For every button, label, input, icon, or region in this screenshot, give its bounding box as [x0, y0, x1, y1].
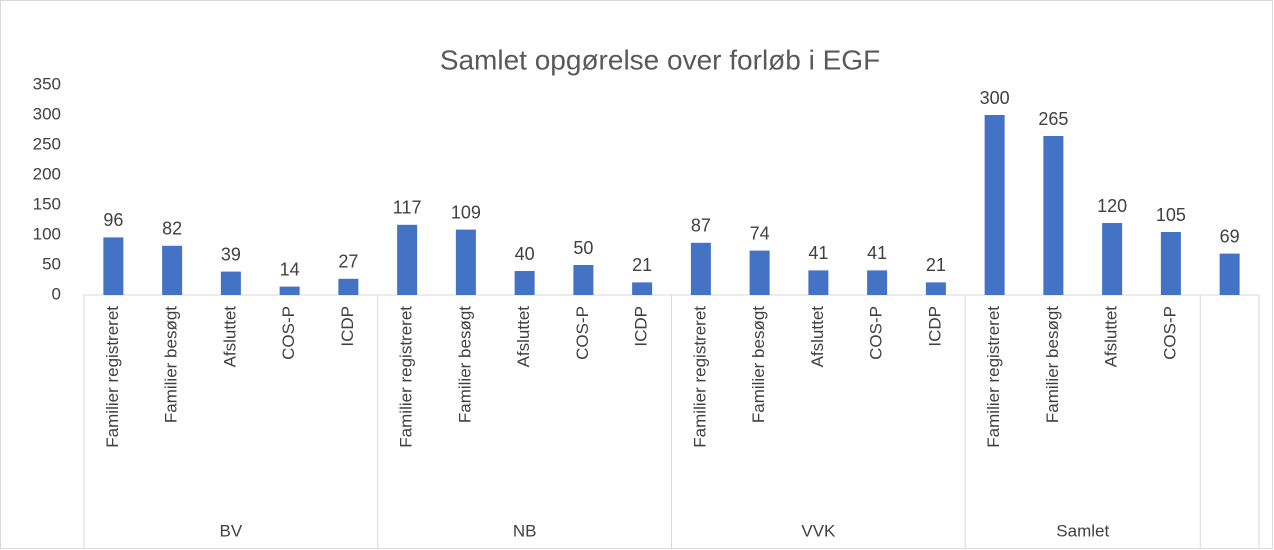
x-tick-label: Afsluttet	[1102, 306, 1121, 368]
y-tick-label: 300	[33, 104, 61, 123]
x-tick-label: Familier registreret	[690, 306, 709, 448]
group-label: VVK	[801, 521, 836, 540]
bar	[1160, 232, 1181, 295]
y-tick-label: 250	[33, 134, 61, 153]
data-label: 74	[750, 223, 770, 243]
data-label: 105	[1156, 205, 1186, 225]
data-label: 69	[1220, 226, 1240, 246]
data-label: 39	[221, 244, 241, 264]
x-tick-label: Familier registreret	[397, 306, 416, 448]
data-label: 50	[573, 238, 593, 258]
bar	[573, 265, 594, 295]
bar	[867, 270, 888, 295]
bar	[690, 242, 711, 295]
x-tick-label: Afsluttet	[514, 306, 533, 368]
bar	[925, 282, 946, 295]
bar	[338, 278, 359, 295]
bar	[1043, 136, 1064, 295]
group-label: NB	[513, 521, 537, 540]
x-tick-label: Familier registreret	[103, 306, 122, 448]
data-label: 41	[867, 243, 887, 263]
data-label: 27	[338, 252, 358, 272]
bar	[984, 115, 1005, 295]
bar	[1102, 223, 1123, 295]
data-label: 109	[451, 202, 481, 222]
data-label: 40	[515, 244, 535, 264]
bar	[279, 286, 300, 295]
bar	[397, 224, 418, 295]
x-tick-label: Familier besøgt	[1043, 306, 1062, 423]
bar	[455, 229, 476, 295]
bar	[514, 271, 535, 295]
x-tick-label: COS-P	[573, 306, 592, 360]
data-label: 96	[103, 210, 123, 230]
data-label: 265	[1038, 109, 1068, 129]
x-tick-label: Familier besøgt	[455, 306, 474, 423]
data-label: 21	[926, 255, 946, 275]
x-tick-label: ICDP	[632, 306, 651, 347]
bar	[632, 282, 653, 295]
bar	[808, 270, 829, 295]
y-tick-label: 100	[33, 224, 61, 243]
x-tick-label: COS-P	[279, 306, 298, 360]
group-label: Samlet	[1056, 521, 1109, 540]
x-tick-label: COS-P	[1160, 306, 1179, 360]
data-label: 14	[280, 259, 300, 279]
bar	[1219, 253, 1240, 295]
bar	[749, 250, 770, 295]
x-tick-label: Familier registreret	[984, 306, 1003, 448]
x-tick-label: Afsluttet	[808, 306, 827, 368]
y-tick-label: 200	[33, 164, 61, 183]
y-tick-label: 0	[52, 284, 61, 303]
bar	[220, 271, 241, 295]
x-tick-label: ICDP	[925, 306, 944, 347]
data-label: 117	[393, 198, 422, 218]
group-label: BV	[220, 521, 243, 540]
data-label: 87	[691, 216, 711, 236]
bar	[103, 237, 124, 295]
data-label: 300	[980, 88, 1010, 108]
x-tick-label: COS-P	[867, 306, 886, 360]
y-tick-label: 350	[33, 74, 61, 93]
data-label: 41	[808, 243, 828, 263]
data-label: 120	[1097, 196, 1127, 216]
x-tick-label: ICDP	[338, 306, 357, 347]
x-tick-label: Familier besøgt	[162, 306, 181, 423]
y-tick-label: 50	[42, 254, 61, 273]
data-label: 82	[162, 219, 182, 239]
y-tick-label: 150	[33, 194, 61, 213]
x-tick-label: Afsluttet	[220, 306, 239, 368]
x-tick-label: Familier besøgt	[749, 306, 768, 423]
bar	[162, 245, 183, 295]
chart-title: Samlet opgørelse over forløb i EGF	[440, 44, 880, 75]
data-label: 21	[632, 255, 652, 275]
